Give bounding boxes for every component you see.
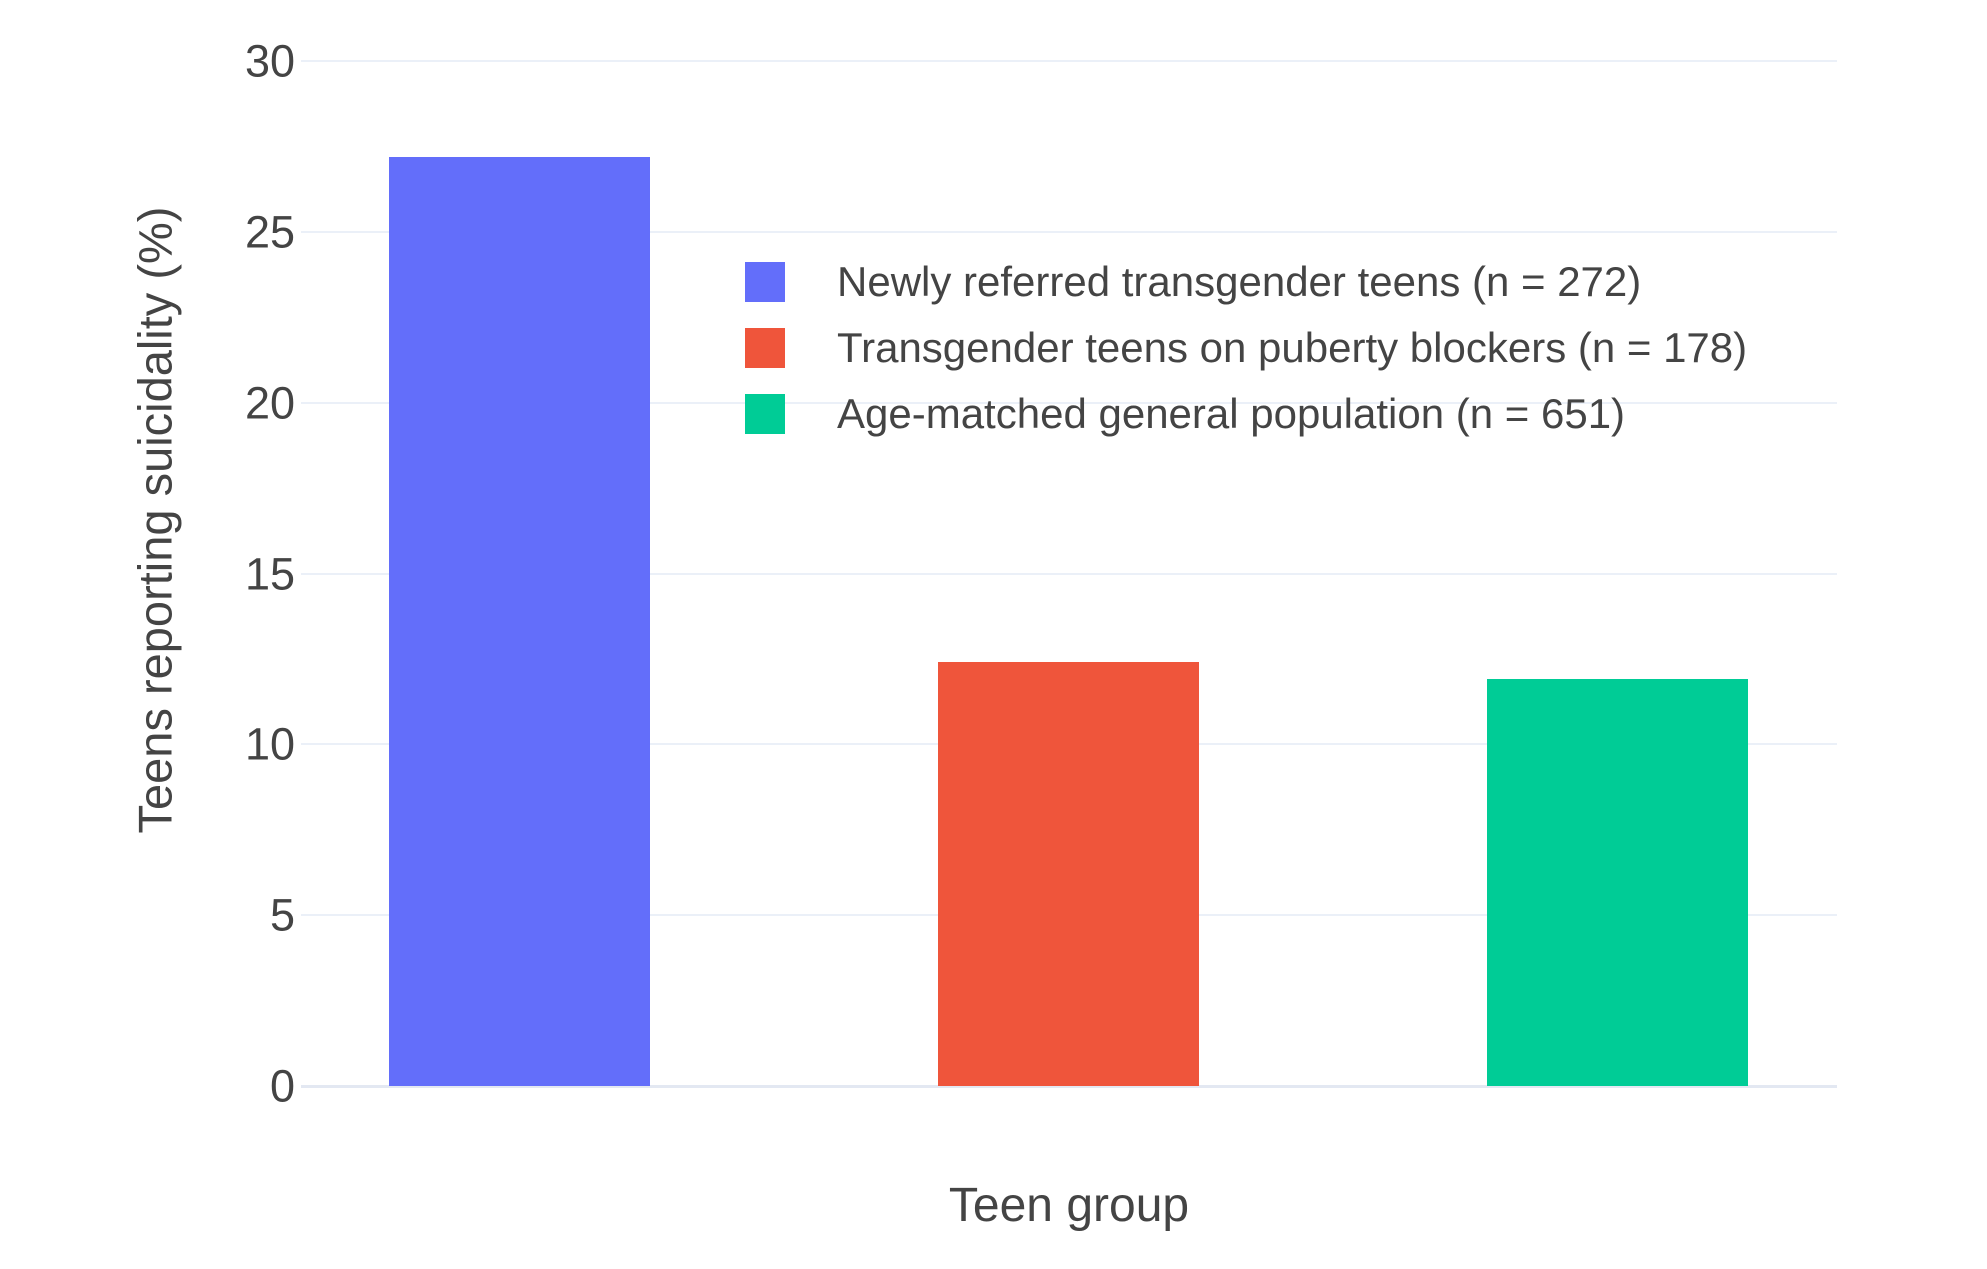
legend-item-label: Newly referred transgender teens (n = 27…	[837, 258, 1642, 305]
gridline-y-15	[301, 573, 1837, 575]
legend-item-label: Age-matched general population (n = 651)	[837, 390, 1626, 437]
bar-2-transgender-teens-on-puberty-blockers[interactable]	[938, 662, 1199, 1086]
x-axis-zero-line	[301, 1085, 1837, 1088]
gridline-y-30	[301, 60, 1837, 62]
legend-item-1[interactable]: Newly referred transgender teens (n = 27…	[745, 258, 1642, 305]
bar-1-newly-referred-transgender-teens[interactable]	[389, 157, 650, 1086]
gridline-y-20	[301, 402, 1837, 404]
y-tick-label-15: 15	[244, 548, 295, 600]
y-axis-title: Teens reporting suicidality (%)	[128, 206, 182, 834]
legend-swatch-icon	[745, 394, 785, 434]
legend-item-label: Transgender teens on puberty blockers (n…	[837, 324, 1748, 371]
y-tick-label-25: 25	[244, 206, 295, 258]
y-tick-label-30: 30	[244, 35, 295, 87]
x-axis-title: Teen group	[948, 1179, 1190, 1232]
bar-3-age-matched-general-population[interactable]	[1487, 679, 1748, 1086]
y-tick-label-5: 5	[269, 889, 295, 941]
y-tick-label-0: 0	[269, 1060, 295, 1112]
legend-swatch-icon	[745, 328, 785, 368]
legend-item-2[interactable]: Transgender teens on puberty blockers (n…	[745, 324, 1748, 371]
legend-swatch-icon	[745, 262, 785, 302]
legend-item-3[interactable]: Age-matched general population (n = 651)	[745, 390, 1626, 437]
y-tick-label-10: 10	[244, 718, 295, 770]
y-tick-label-20: 20	[244, 377, 295, 429]
gridline-y-25	[301, 231, 1837, 233]
